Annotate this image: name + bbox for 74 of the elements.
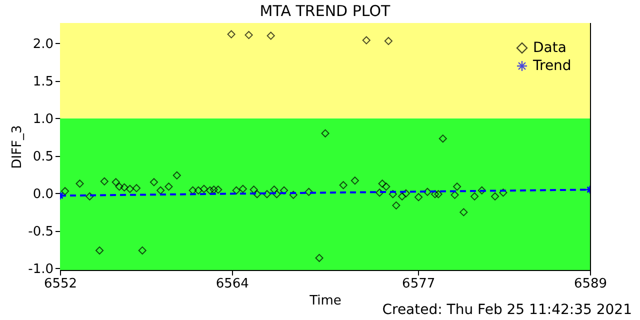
x-axis-title: Time [308, 294, 342, 308]
point [478, 186, 486, 194]
point [214, 186, 222, 194]
point [438, 134, 447, 143]
point [266, 32, 275, 40]
y-tick-label: 0.0 [32, 186, 54, 202]
point [253, 190, 262, 198]
point [262, 190, 272, 198]
point [206, 186, 214, 194]
point [200, 184, 208, 193]
point [430, 190, 440, 198]
point [398, 192, 406, 200]
point [490, 192, 500, 200]
point [76, 180, 84, 188]
y-axis-title: DIFF_3 [10, 125, 26, 169]
point [194, 186, 202, 194]
point [227, 30, 236, 38]
y-tick-label: -0.5 [28, 224, 54, 240]
y-tick-label: 2.0 [32, 36, 54, 52]
point [112, 178, 120, 186]
point [402, 189, 410, 198]
point [392, 201, 400, 210]
point [414, 193, 423, 202]
x-tick-label: 6589 [574, 276, 608, 292]
point [172, 171, 181, 180]
point [388, 190, 397, 198]
point [232, 186, 240, 194]
point [115, 182, 124, 191]
y-tick-label: -1.0 [28, 262, 54, 277]
point [120, 183, 128, 192]
point [156, 186, 165, 194]
point [499, 188, 508, 197]
point [339, 181, 348, 190]
point [272, 190, 281, 198]
legend-label: Trend [532, 58, 572, 74]
point [453, 182, 462, 191]
text: Created: Thu Feb 25 11:42:35 2021 [382, 302, 632, 318]
y-tick-label: 1.0 [32, 112, 54, 127]
y-tick-label: 0.5 [32, 149, 54, 164]
point [188, 186, 197, 194]
point [280, 186, 288, 194]
point [100, 177, 108, 186]
point [384, 36, 392, 46]
point [423, 188, 432, 196]
point [460, 208, 468, 216]
point [132, 184, 141, 192]
point [164, 182, 173, 191]
point [289, 190, 298, 199]
x-tick-label: 6564 [216, 276, 249, 292]
point [315, 254, 324, 262]
point [304, 188, 313, 196]
point [382, 182, 390, 191]
point [362, 36, 370, 44]
point [321, 129, 330, 138]
point [378, 180, 386, 188]
chart-title: MTA TREND PLOT [260, 2, 392, 20]
x-tick-label: 6577 [402, 276, 436, 292]
point [138, 246, 146, 255]
legend-label: Data [533, 40, 566, 56]
point [210, 186, 218, 194]
x-tick-label: 6552 [44, 276, 78, 292]
y-tick-label: 1.5 [32, 74, 54, 90]
point [470, 192, 479, 200]
point [244, 30, 253, 40]
point [350, 176, 359, 185]
point [376, 188, 384, 197]
point [86, 192, 94, 200]
point [450, 190, 459, 199]
point [126, 184, 134, 193]
point [238, 184, 247, 193]
point [60, 187, 70, 196]
point [150, 178, 158, 186]
point [434, 190, 442, 198]
point [96, 246, 104, 255]
